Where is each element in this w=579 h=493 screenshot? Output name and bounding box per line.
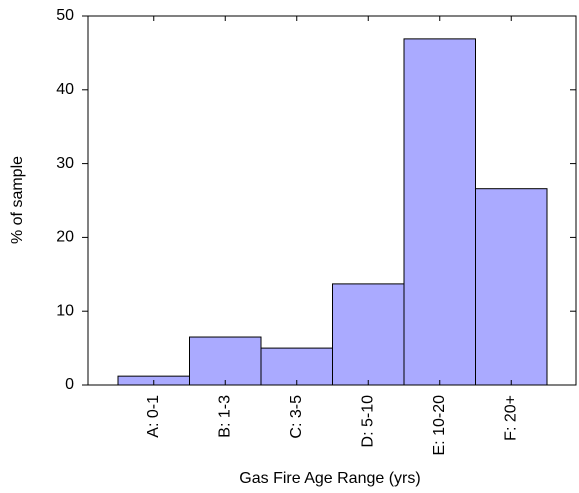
bar xyxy=(475,188,548,386)
x-axis-label: Gas Fire Age Range (yrs) xyxy=(239,470,420,487)
bar xyxy=(403,38,476,386)
bar xyxy=(189,336,262,386)
x-tick-label: D: 5-10 xyxy=(359,395,376,448)
y-tick-label: 30 xyxy=(56,155,74,172)
y-tick-label: 10 xyxy=(56,302,74,319)
y-tick-label: 50 xyxy=(56,7,74,24)
plot-frame xyxy=(87,15,577,386)
y-tick-label: 20 xyxy=(56,229,74,246)
y-tick-label: 40 xyxy=(56,81,74,98)
x-tick-label: A: 0-1 xyxy=(145,395,162,438)
x-tick-label: B: 1-3 xyxy=(216,395,233,438)
bar xyxy=(332,283,405,386)
x-tick-label: C: 3-5 xyxy=(288,395,305,439)
x-tick-label: E: 10-20 xyxy=(431,395,448,456)
x-tick-label: F: 20+ xyxy=(502,395,519,441)
y-axis-label: % of sample xyxy=(9,156,26,244)
bar xyxy=(260,347,333,386)
y-tick-label: 0 xyxy=(65,376,74,393)
